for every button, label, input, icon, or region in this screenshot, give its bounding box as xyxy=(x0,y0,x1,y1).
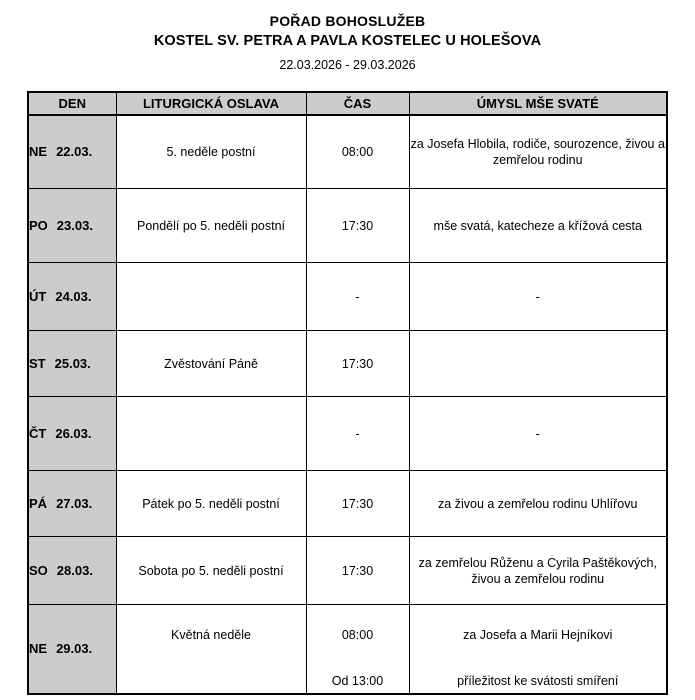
day-date: 25.03. xyxy=(54,355,91,371)
intention-secondary: příležitost ke svátosti smíření xyxy=(457,674,619,688)
intention-cell: - xyxy=(408,262,668,331)
intention-primary: za Josefa a Marii Hejníkovi xyxy=(463,628,613,642)
day-date: 28.03. xyxy=(56,562,93,578)
time-cell: 08:00 Od 13:00 xyxy=(305,604,410,695)
time-cell: 08:00 xyxy=(305,114,410,189)
celebration-cell: Sobota po 5. neděli postní xyxy=(115,536,307,605)
column-header-den: DEN xyxy=(27,91,117,116)
day-date: 29.03. xyxy=(56,641,93,656)
intention-lines: za Josefa a Marii Hejníkovi příležitost … xyxy=(410,607,667,691)
intention-cell: za Josefa a Marii Hejníkovi příležitost … xyxy=(408,604,668,695)
table-header-row: DEN LITURGICKÁ OSLAVA ČAS ÚMYSL MŠE SVAT… xyxy=(27,91,668,116)
day-cell: NE 22.03. xyxy=(27,114,117,189)
schedule-table: DEN LITURGICKÁ OSLAVA ČAS ÚMYSL MŠE SVAT… xyxy=(27,91,668,695)
celebration-cell: Pondělí po 5. neděli postní xyxy=(115,188,307,263)
celebration-primary: Květná neděle xyxy=(171,628,251,642)
time-cell: - xyxy=(305,262,410,331)
day-of-week: NE xyxy=(29,144,48,159)
intention-cell: za živou a zemřelou rodinu Uhlířovu xyxy=(408,470,668,537)
table-row: NE 22.03. 5. neděle postní 08:00 za Josef… xyxy=(27,114,668,189)
table-header: DEN LITURGICKÁ OSLAVA ČAS ÚMYSL MŠE SVAT… xyxy=(27,91,668,116)
time-primary: 08:00 xyxy=(341,628,374,642)
celebration-cell: Zvěstování Páně xyxy=(115,330,307,397)
table-row: ST 25.03. Zvěstování Páně 17:30 xyxy=(27,330,668,397)
day-date: 26.03. xyxy=(55,425,92,441)
day-cell: ČT 26.03. xyxy=(27,396,117,471)
celebration-cell xyxy=(115,396,307,471)
table-row: ÚT 24.03. - - xyxy=(27,262,668,331)
day-of-week: ČT xyxy=(29,425,47,441)
time-lines: 08:00 Od 13:00 xyxy=(307,607,409,691)
table-row: PO 23.03. Pondělí po 5. neděli postní 17:… xyxy=(27,188,668,263)
celebration-cell xyxy=(115,262,307,331)
date-range: 22.03.2026 - 29.03.2026 xyxy=(279,58,416,72)
time-cell: 17:30 xyxy=(305,330,410,397)
table-row: ČT 26.03. - - xyxy=(27,396,668,471)
day-date: 22.03. xyxy=(56,144,93,159)
page-title: POŘAD BOHOSLUŽEB xyxy=(269,13,426,29)
intention-cell: za Josefa Hlobila, rodiče, sourozence, ž… xyxy=(408,114,668,189)
column-header-cas: ČAS xyxy=(305,91,410,116)
day-cell: PO 23.03. xyxy=(27,188,117,263)
day-of-week: ST xyxy=(29,355,46,371)
schedule-table-container: DEN LITURGICKÁ OSLAVA ČAS ÚMYSL MŠE SVAT… xyxy=(27,91,668,695)
day-of-week: PO xyxy=(29,217,48,233)
column-header-umysl: ÚMYSL MŠE SVATÉ xyxy=(408,91,668,116)
table-row: NE 29.03. Květná neděle 08:00 Od 13:00 xyxy=(27,604,668,695)
time-secondary: Od 13:00 xyxy=(331,674,384,688)
time-cell: - xyxy=(305,396,410,471)
intention-cell: - xyxy=(408,396,668,471)
column-header-osl: LITURGICKÁ OSLAVA xyxy=(115,91,307,116)
page-subtitle-church: KOSTEL SV. PETRA A PAVLA KOSTELEC U HOLE… xyxy=(153,33,542,49)
time-cell: 17:30 xyxy=(305,188,410,263)
day-cell: ST 25.03. xyxy=(27,330,117,397)
day-cell: ÚT 24.03. xyxy=(27,262,117,331)
table-row: SO 28.03. Sobota po 5. neděli postní 17:3… xyxy=(27,536,668,605)
day-of-week: PÁ xyxy=(29,495,48,511)
celebration-lines: Květná neděle xyxy=(117,607,306,691)
day-date: 24.03. xyxy=(55,288,92,304)
day-of-week: ÚT xyxy=(29,288,47,304)
table-body: NE 22.03. 5. neděle postní 08:00 za Josef… xyxy=(27,114,668,695)
celebration-cell: Pátek po 5. neděli postní xyxy=(115,470,307,537)
celebration-cell: Květná neděle xyxy=(115,604,307,695)
day-of-week: SO xyxy=(29,562,48,578)
document-header: POŘAD BOHOSLUŽEB KOSTEL SV. PETRA A PAVL… xyxy=(0,0,695,75)
time-cell: 17:30 xyxy=(305,536,410,605)
time-cell: 17:30 xyxy=(305,470,410,537)
table-row: PÁ 27.03. Pátek po 5. neděli postní 17:30… xyxy=(27,470,668,537)
day-cell: SO 28.03. xyxy=(27,536,117,605)
intention-cell: za zemřelou Růženu a Cyrila Paštěkových,… xyxy=(408,536,668,605)
day-cell: PÁ 27.03. xyxy=(27,470,117,537)
intention-cell xyxy=(408,330,668,397)
day-date: 27.03. xyxy=(56,495,93,511)
celebration-cell: 5. neděle postní xyxy=(115,114,307,189)
day-cell: NE 29.03. xyxy=(27,604,117,695)
intention-cell: mše svatá, katecheze a křížová cesta xyxy=(408,188,668,263)
day-of-week: NE xyxy=(29,641,48,656)
day-date: 23.03. xyxy=(56,217,93,233)
